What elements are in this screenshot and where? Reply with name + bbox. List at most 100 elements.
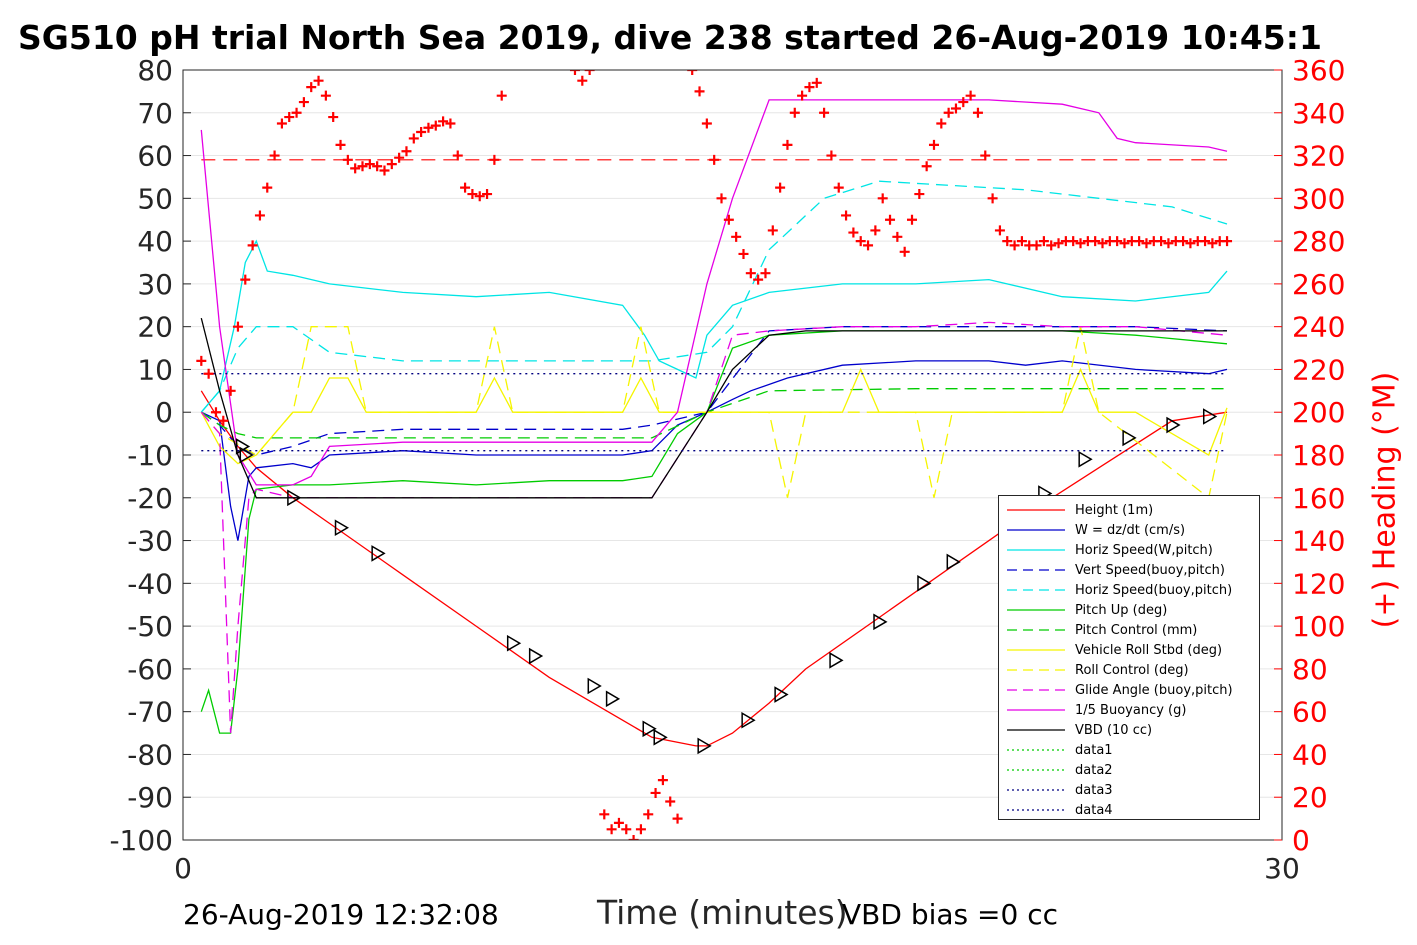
- gc-marker: [741, 711, 756, 729]
- heading-point: [760, 268, 771, 279]
- heading-point: [1075, 238, 1086, 249]
- heading-point: [643, 809, 654, 820]
- heading-point: [364, 159, 375, 170]
- gc-marker: [774, 686, 789, 703]
- footer-date: 26-Aug-2019 12:32:08: [183, 898, 499, 931]
- heading-point: [577, 75, 588, 86]
- heading-point: [1046, 240, 1057, 251]
- heading-point: [899, 246, 910, 257]
- right-axis-label: (+) Heading (°M): [1367, 371, 1403, 629]
- legend-label: Vert Speed(buoy,pitch): [1075, 562, 1225, 578]
- heading-point: [218, 415, 229, 426]
- gc-marker: [1122, 429, 1137, 447]
- heading-point: [635, 824, 646, 835]
- left-tick-label: -60: [127, 653, 173, 686]
- series-line-7: [200, 367, 1228, 465]
- footer-vbd-bias: VBD bias =0 cc: [842, 898, 1058, 931]
- legend-swatch: [1007, 689, 1065, 691]
- heading-point: [767, 225, 778, 236]
- heading-point: [972, 107, 983, 118]
- heading-point: [1178, 236, 1189, 247]
- heading-point: [738, 248, 749, 259]
- heading-point: [379, 165, 390, 176]
- legend-label: data3: [1075, 782, 1113, 798]
- heading-point: [811, 77, 822, 88]
- heading-point: [687, 70, 698, 75]
- chart-title: SG510 pH trial North Sea 2019, dive 238 …: [18, 18, 1322, 57]
- series-line-2: [200, 239, 1228, 413]
- heading-point: [262, 182, 273, 193]
- heading-point: [247, 240, 258, 251]
- heading-point: [804, 82, 815, 93]
- heading-point: [914, 189, 925, 200]
- left-tick-label: 40: [137, 225, 173, 258]
- legend-item: 1/5 Buoyancy (g): [999, 700, 1186, 720]
- heading-point: [240, 274, 251, 285]
- gc-marker: [371, 545, 386, 562]
- heading-point: [196, 355, 207, 366]
- legend-item: Height (1m): [999, 500, 1153, 520]
- legend-item: Pitch Control (mm): [999, 620, 1197, 640]
- heading-point: [467, 189, 478, 200]
- heading-point: [1156, 236, 1167, 247]
- x-tick-label: 0: [174, 852, 192, 885]
- gc-marker: [287, 489, 302, 507]
- heading-point: [203, 368, 214, 379]
- heading-point: [1016, 236, 1027, 247]
- right-tick-label: 340: [1292, 97, 1345, 130]
- heading-point: [877, 193, 888, 204]
- heading-point: [775, 182, 786, 193]
- right-tick-label: 120: [1292, 567, 1345, 600]
- left-tick-label: -70: [127, 696, 173, 729]
- legend-item: data3: [999, 780, 1113, 800]
- left-tick-label: 30: [137, 268, 173, 301]
- heading-point: [863, 240, 874, 251]
- heading-point: [753, 274, 764, 285]
- gc-marker: [528, 647, 544, 665]
- legend-swatch: [1007, 509, 1065, 511]
- heading-point: [1090, 236, 1101, 247]
- heading-point: [1112, 236, 1123, 247]
- heading-point: [943, 107, 954, 118]
- heading-point: [1134, 236, 1145, 247]
- left-tick-label: -40: [127, 567, 173, 600]
- gc-marker: [1202, 408, 1218, 425]
- heading-point: [1053, 238, 1064, 249]
- legend: Height (1m) W = dz/dt (cm/s) Horiz Speed(W…: [998, 495, 1260, 820]
- heading-point: [350, 163, 361, 174]
- right-tick-label: 0: [1292, 824, 1310, 857]
- legend-item: VBD (10 cc): [999, 720, 1152, 740]
- heading-point: [628, 835, 639, 840]
- series-line-3: [200, 326, 1228, 456]
- legend-item: data4: [999, 800, 1113, 820]
- gc-marker: [1078, 450, 1093, 468]
- gc-marker: [873, 613, 888, 631]
- legend-item: W = dz/dt (cm/s): [999, 520, 1185, 540]
- heading-point: [672, 813, 683, 824]
- heading-point: [445, 118, 456, 129]
- right-tick-label: 200: [1292, 396, 1345, 429]
- legend-label: Height (1m): [1075, 502, 1154, 518]
- legend-item: Horiz Speed(W,pitch): [999, 540, 1213, 560]
- right-tick-label: 260: [1292, 268, 1345, 301]
- left-tick-label: -30: [127, 525, 173, 558]
- legend-swatch: [1007, 589, 1065, 591]
- heading-point: [965, 90, 976, 101]
- left-tick-label: -100: [109, 824, 173, 857]
- gc-marker: [506, 634, 522, 652]
- left-tick-label: 80: [137, 54, 173, 87]
- heading-point: [797, 90, 808, 101]
- heading-point: [621, 824, 632, 835]
- legend-swatch: [1007, 749, 1065, 751]
- legend-item: Vehicle Roll Stbd (deg): [999, 640, 1222, 660]
- right-tick-label: 180: [1292, 439, 1345, 472]
- heading-point: [232, 321, 243, 332]
- heading-point: [701, 118, 712, 129]
- legend-label: Horiz Speed(W,pitch): [1075, 542, 1213, 558]
- right-tick-label: 40: [1292, 738, 1328, 771]
- left-tick-label: 20: [137, 311, 173, 344]
- heading-point: [320, 90, 331, 101]
- x-tick-label: 30: [1264, 852, 1300, 885]
- gc-marker: [1166, 416, 1181, 434]
- legend-swatch: [1007, 609, 1065, 611]
